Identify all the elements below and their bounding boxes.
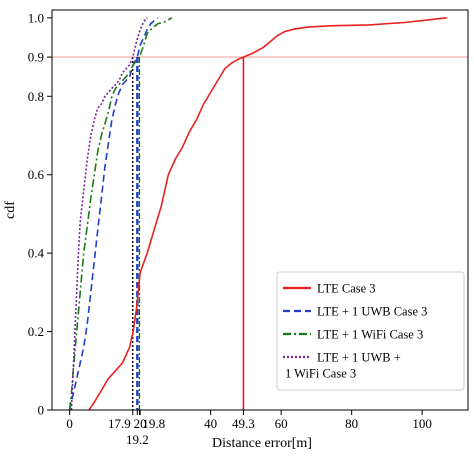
legend-label-1: LTE + 1 UWB Case 3 xyxy=(317,305,427,319)
annotation-label-49.3: 49.3 xyxy=(232,416,255,431)
y-axis-label: cdf xyxy=(3,201,18,219)
series-line-2 xyxy=(68,17,173,411)
legend: LTE Case 3 LTE + 1 UWB Case 3 LTE + 1 WiFi… xyxy=(276,271,465,391)
legend-box xyxy=(276,271,465,391)
legend-label-0: LTE Case 3 xyxy=(317,282,376,296)
plot-lines xyxy=(52,17,468,411)
series-line-0 xyxy=(88,17,447,411)
axis-ticks: 0 20 40 60 80 100 17.919.219.8 49.3 0 0.2 0.4 0.6 0.… xyxy=(28,10,432,447)
legend-label-2: LTE + 1 WiFi Case 3 xyxy=(317,328,423,342)
y-tick-label: 0.4 xyxy=(28,246,45,261)
y-tick-label: 0 xyxy=(38,403,45,418)
annotation-label-17.9: 17.9 xyxy=(108,416,131,431)
x-tick-label: 100 xyxy=(412,416,432,431)
legend-label-3: LTE + 1 UWB +1 WiFi Case 3 xyxy=(285,351,401,381)
x-tick-label: 20 xyxy=(134,416,147,431)
x-axis-label: Distance error[m] xyxy=(212,436,312,451)
y-tick-label: 0.6 xyxy=(28,167,45,182)
series-line-3 xyxy=(70,17,148,411)
x-tick-label: 60 xyxy=(275,416,288,431)
plot-frame xyxy=(51,9,469,411)
x-tick-label: 40 xyxy=(204,416,217,431)
x-tick-label: 80 xyxy=(345,416,358,431)
x-tick-label: 0 xyxy=(66,416,73,431)
y-tick-label: 1.0 xyxy=(28,10,44,25)
annotation-label-19.2: 19.2 xyxy=(126,432,149,447)
series-line-1 xyxy=(68,17,159,411)
y-tick-label: 0.9 xyxy=(28,50,44,65)
y-tick-label: 0.2 xyxy=(28,324,44,339)
annotation-label-19.8: 19.8 xyxy=(142,416,165,431)
y-tick-label: 0.8 xyxy=(28,89,44,104)
